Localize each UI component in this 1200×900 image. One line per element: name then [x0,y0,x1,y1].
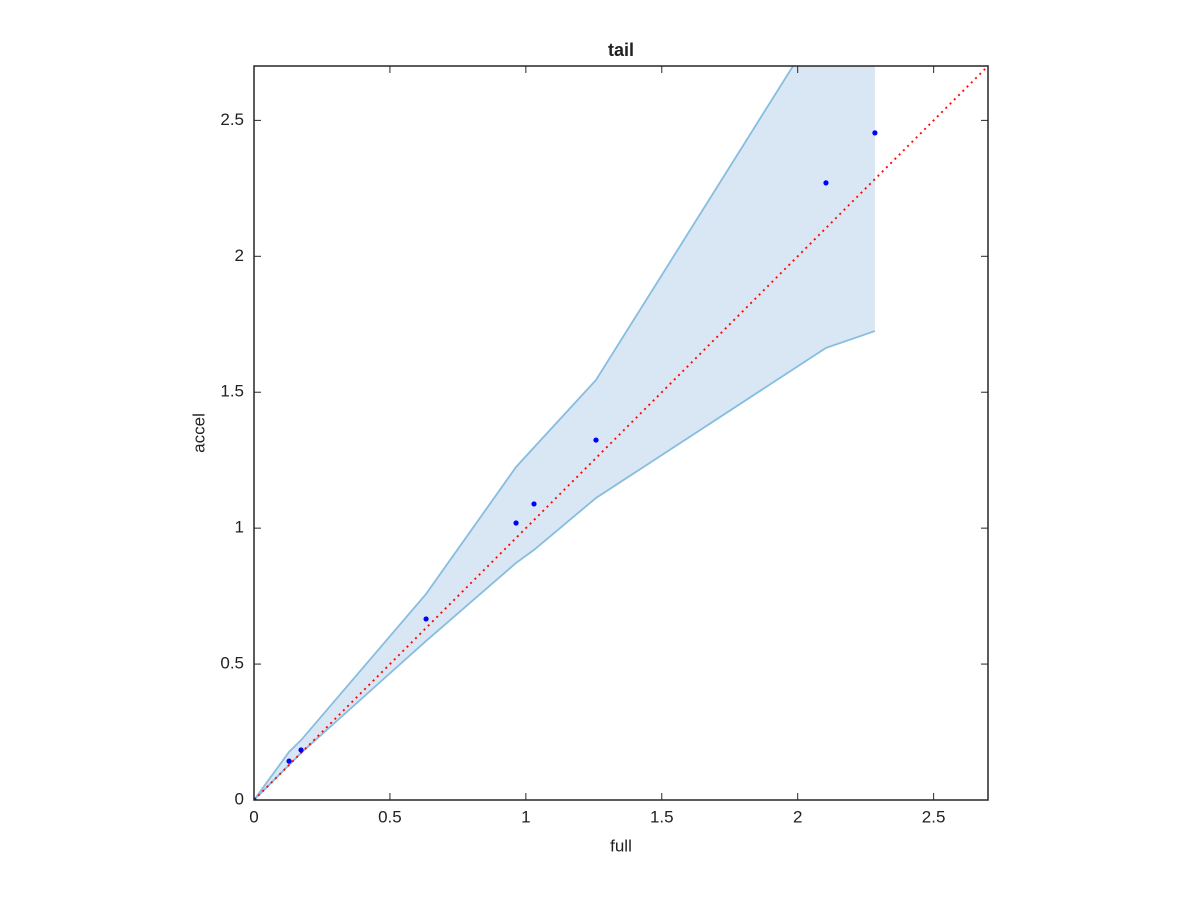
point [593,437,599,443]
y-tick-label: 1 [235,518,244,537]
point [531,501,537,507]
y-tick-label: 2 [235,246,244,265]
identity-line [254,66,988,800]
point [823,180,829,186]
confidence-band [254,66,875,800]
chart-title: tail [608,40,634,60]
point [513,520,519,526]
plot-area [254,66,988,800]
y-tick-label: 2.5 [220,110,244,129]
y-tick-label: 0.5 [220,654,244,673]
x-tick-label: 2.5 [922,807,946,826]
x-tick-label: 1 [521,807,530,826]
x-tick-label: 0.5 [378,807,402,826]
x-tick-label: 2 [793,807,802,826]
y-tick-label: 1.5 [220,382,244,401]
point [286,758,292,764]
point [298,747,304,753]
axes-box [253,65,989,801]
point [423,616,429,622]
band-upper-edge [254,66,795,800]
point [872,130,878,136]
x-tick-label: 0 [249,807,258,826]
y-axis-label: accel [189,413,208,453]
y-tick-label: 0 [235,789,244,808]
x-tick-label: 1.5 [650,807,674,826]
x-axis-label: full [610,836,632,855]
